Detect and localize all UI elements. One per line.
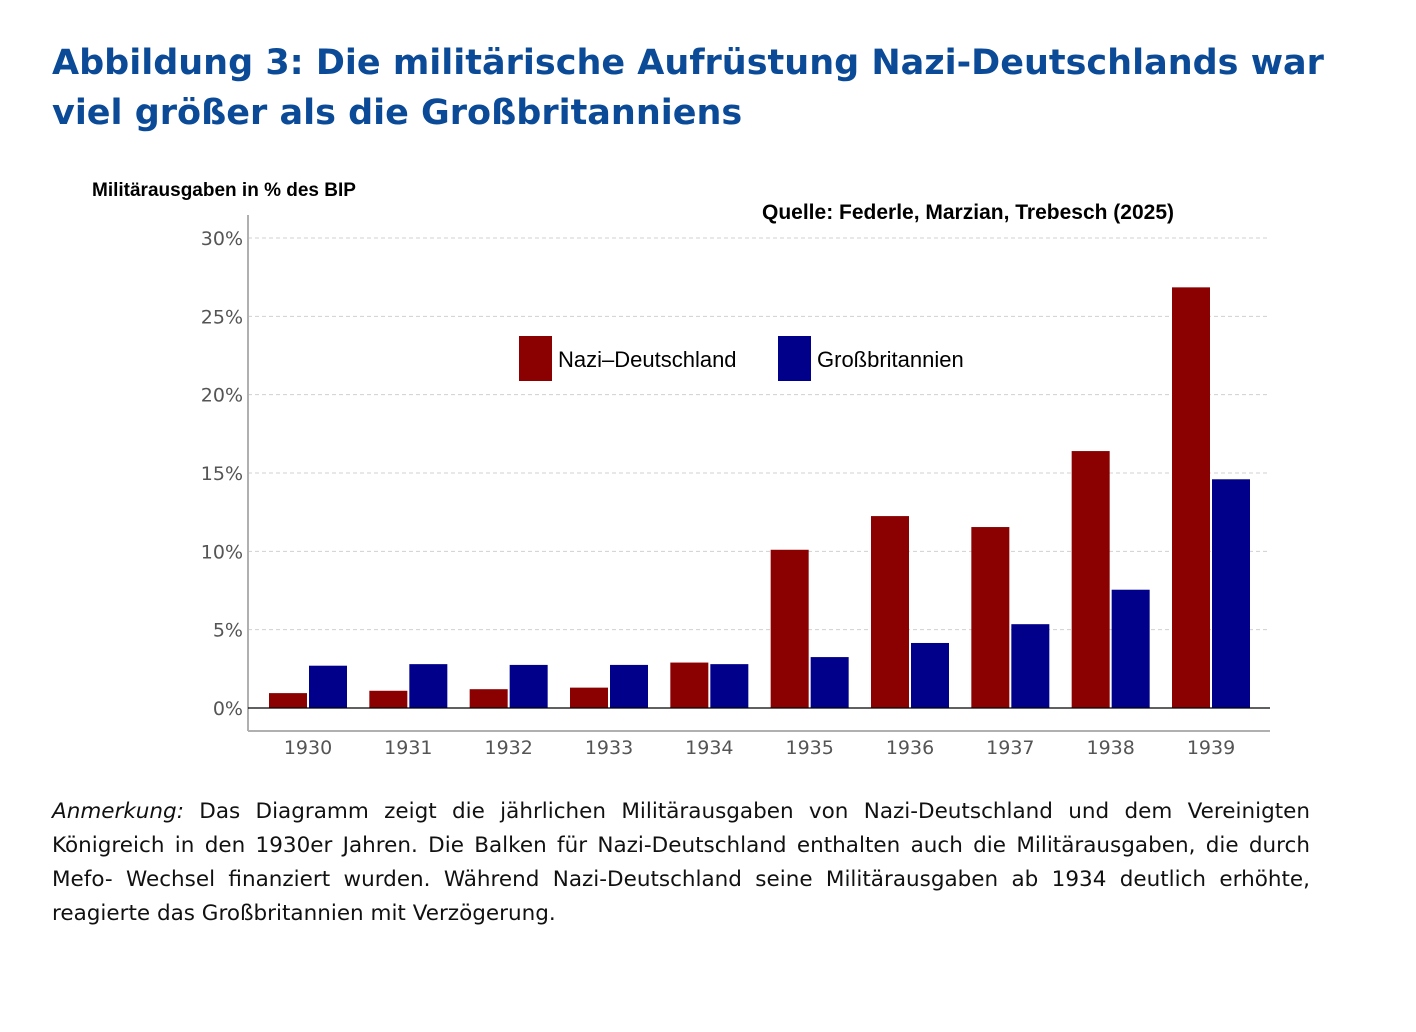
bar-britain-1932 [509,664,548,708]
bar-chart: 0% 5% 10% 15% 20% 25% 30% 1930 1931 1932 1933 1934 1… [201,215,1270,759]
bar-germany-1938 [1071,451,1110,708]
bar-germany-1934 [670,662,709,708]
bar-britain-1931 [409,664,448,708]
y-axis-label: Militärausgaben in % des BIP [92,180,356,201]
x-tick-label: 1935 [785,737,833,759]
note-label: Anmerkung: [52,798,184,824]
note-text: Das Diagramm zeigt die jährlichen Militä… [52,798,1310,926]
bar-germany-1936 [871,516,909,708]
bar-britain-1937 [1011,624,1050,708]
bar-germany-1931 [369,690,408,708]
bar-britain-1936 [911,642,949,708]
figure-title: Abbildung 3: Die militärische Aufrüstung… [52,43,1324,133]
bar-britain-1935 [810,657,849,708]
bar-germany-1930 [269,693,307,708]
legend-label-1: Großbritannien [817,347,964,372]
figure-note: Anmerkung: Das Diagramm zeigt die jährli… [52,795,1310,931]
bar-britain-1933 [610,664,648,708]
legend-swatch-1 [778,336,811,381]
bar-germany-1933 [570,687,608,708]
y-tick-label: 25% [201,306,243,328]
x-tick-label: 1930 [284,737,332,759]
legend-swatch-0 [519,336,552,381]
x-tick-label: 1936 [886,737,934,759]
y-tick-label: 15% [201,463,243,485]
y-tick-label: 0% [213,698,243,720]
x-tick-label: 1939 [1187,737,1235,759]
x-tick-label: 1933 [585,737,633,759]
bar-germany-1935 [770,549,809,708]
x-tick-label: 1934 [685,737,733,759]
bar-germany-1932 [469,689,508,708]
y-tick-label: 20% [201,385,243,407]
x-tick-label: 1937 [986,737,1034,759]
legend-label-0: Nazi–Deutschland [558,347,737,372]
x-tick-label: 1931 [384,737,432,759]
bar-britain-1939 [1212,479,1250,708]
x-tick-label: 1938 [1086,737,1134,759]
y-tick-label: 10% [201,541,243,563]
bar-britain-1934 [710,664,749,708]
source-label: Quelle: Federle, Marzian, Trebesch (2025… [762,201,1174,224]
bar-britain-1938 [1111,589,1150,708]
bar-germany-1937 [971,527,1010,708]
bar-britain-1930 [309,665,347,708]
y-tick-label: 5% [213,620,243,642]
bar-germany-1939 [1172,287,1210,708]
y-tick-label: 30% [201,228,243,250]
x-tick-label: 1932 [484,737,532,759]
